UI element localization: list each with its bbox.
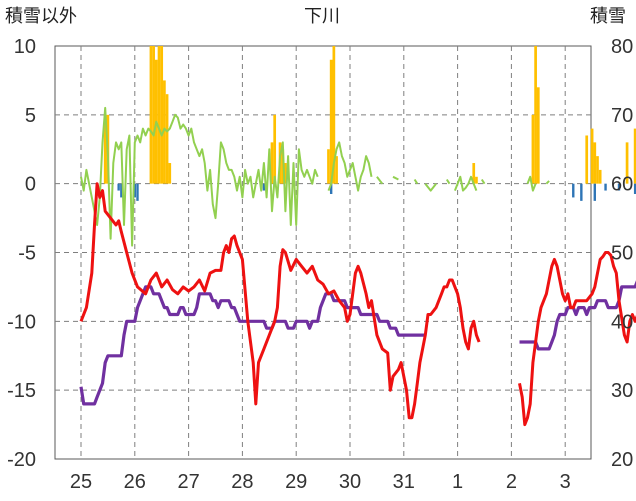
wind-series-line [392,175,399,181]
x-tick-label: 25 [70,471,92,493]
x-tick-label: 27 [177,471,199,493]
precip-bar [332,46,336,184]
precip-bar [327,149,330,184]
wind-series-line [445,178,451,185]
snow-change-bar [617,183,621,191]
wind-series-line [480,178,486,185]
x-axis-ticks: 25 26 27 28 29 30 31 1 2 3 [70,471,571,493]
snow-depth-series-line [79,285,426,406]
x-tick-label: 29 [285,471,307,493]
precip-bar [472,163,476,184]
wind-series-line [327,141,373,192]
wind-series-line [80,106,319,247]
precip-bar [531,114,535,184]
precip-bar [590,128,594,184]
precip-bar [596,156,599,184]
precip-bar [598,169,602,184]
right-tick-label: 40 [611,311,633,333]
precip-bar [475,176,478,184]
precip-bar [284,163,287,184]
precip-bar [593,142,597,184]
precip-bar [157,46,161,184]
right-axis-label: 積雪 [590,6,626,27]
precip-bar [329,59,333,184]
left-axis-ticks: 10 5 0 -5 -10 -15 -20 [7,36,36,471]
precip-bar [103,114,107,184]
precip-bar [335,156,338,184]
snow-change-bar [580,183,583,201]
wind-series-line [545,180,550,185]
left-axis-label: 積雪以外 [5,6,77,27]
precip-bar [168,163,172,184]
snow-change-bar [262,183,266,191]
x-tick-label: 30 [339,471,361,493]
wind-series-line [424,183,437,192]
right-axis-ticks: 80 70 60 50 40 30 20 [611,36,633,471]
snow-change-bar [604,183,607,191]
x-tick-label: 2 [506,471,517,493]
snow-change-bar [133,183,136,198]
snow-change-bar [136,183,139,201]
right-tick-label: 30 [611,380,633,402]
snow-change-bar [572,183,575,198]
precip-bar [270,142,274,184]
right-tick-label: 20 [611,449,633,471]
grid-lines [55,46,591,459]
plot-frame [54,45,592,460]
temperature-series-line [518,251,636,427]
precip-bar [165,94,169,184]
x-tick-label: 26 [124,471,146,493]
right-tick-label: 80 [611,36,633,58]
precip-bar [149,46,153,184]
precip-bar [273,114,277,184]
snow-depth-series-line [519,280,636,351]
x-tick-label: 31 [393,471,415,493]
wind-series-line [413,178,419,185]
wind-series-line [376,176,384,185]
x-tick-label: 3 [560,471,571,493]
wind-series-line [453,175,478,192]
temperature-series-line [79,182,481,420]
right-tick-label: 50 [611,243,633,265]
left-tick-label: 10 [14,36,36,58]
wind-series-line [526,175,537,192]
snow-change-bar [633,183,636,194]
snow-change-bar [329,183,333,194]
precip-bar [633,128,636,184]
precip-bar [152,46,155,184]
precip-bar [163,80,166,184]
precip-bar [534,46,537,184]
precip-bar [625,142,629,184]
series-layer [79,46,636,427]
precip-bar [160,46,164,184]
precip-bar [585,135,589,184]
left-tick-label: 5 [25,105,36,127]
left-tick-label: -20 [7,449,36,471]
snow-change-bar [593,183,596,201]
x-tick-label: 28 [231,471,253,493]
left-tick-label: -15 [7,380,36,402]
right-tick-label: 60 [611,174,633,196]
right-tick-label: 70 [611,105,633,127]
left-tick-label: -5 [18,243,36,265]
left-tick-label: 0 [25,174,36,196]
chart-title: 下川 [304,6,340,27]
snow-change-bar [117,183,120,191]
snow-change-bar [120,183,123,198]
precip-bar [536,87,540,184]
x-tick-label: 1 [452,471,463,493]
left-tick-label: -10 [7,311,36,333]
